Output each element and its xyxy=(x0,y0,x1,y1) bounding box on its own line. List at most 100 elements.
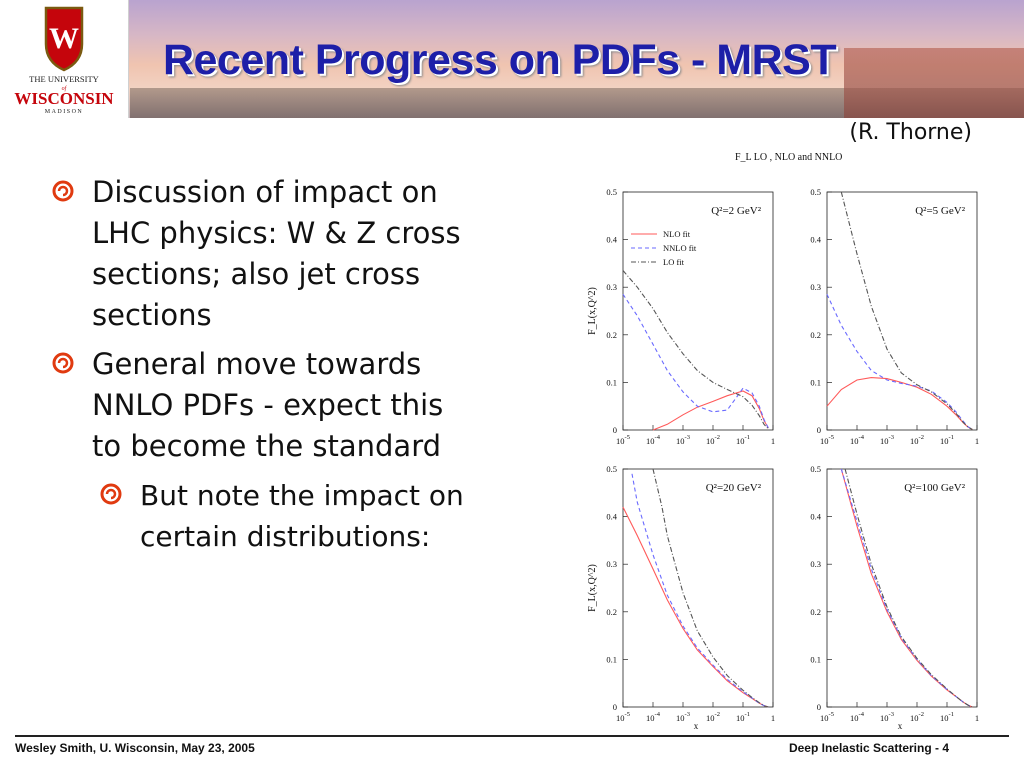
y-tick-label: 0.3 xyxy=(810,282,821,292)
sub-bullet-item: But note the impact on certain distribut… xyxy=(100,475,472,557)
legend-label: NLO fit xyxy=(663,229,691,239)
x-tick-label: 10-1 xyxy=(736,434,750,446)
swirl-bullet-icon xyxy=(100,483,122,505)
bullet-text: General move towards NNLO PDFs - expect … xyxy=(92,347,444,463)
logo-line4: MADISON xyxy=(45,109,84,115)
slide-title: Recent Progress on PDFs - MRST xyxy=(163,36,837,84)
author-credit: (R. Thorne) xyxy=(849,120,972,145)
series-line-nnlo-fit xyxy=(631,473,769,708)
y-axis-label: F_L(x,Q^2) xyxy=(587,564,598,612)
x-tick-label: 1 xyxy=(975,713,979,723)
x-tick-label: 10-5 xyxy=(616,434,630,446)
logo-line2: of xyxy=(62,85,68,92)
y-tick-label: 0.5 xyxy=(606,187,617,197)
series-line-nnlo-fit xyxy=(826,294,973,430)
x-tick-label: 10-3 xyxy=(880,711,894,723)
panel-frame xyxy=(622,468,774,708)
x-tick-label: 10-5 xyxy=(616,711,630,723)
series-line-nlo-fit xyxy=(840,468,973,708)
y-tick-label: 0.3 xyxy=(606,559,617,569)
footer-author: Wesley Smith, U. Wisconsin, May 23, 2005 xyxy=(15,741,255,755)
panel-label: Q²=2 GeV² xyxy=(711,205,761,217)
x-tick-label: 10-2 xyxy=(910,711,924,723)
logo-line3: WISCONSIN xyxy=(14,89,114,108)
bullet-list: Discussion of impact on LHC physics: W &… xyxy=(52,172,472,565)
series-line-nlo-fit xyxy=(826,377,973,430)
x-tick-label: 1 xyxy=(975,436,979,446)
x-tick-label: 10-3 xyxy=(676,434,690,446)
panel-frame xyxy=(826,468,978,708)
series-line-nlo-fit xyxy=(622,506,769,708)
fl-chart: F_L LO , NLO and NNLO 0 0.1 0.2 0.3 0.4 0.5 10-… xyxy=(565,145,995,735)
x-tick-label: 10-5 xyxy=(820,434,834,446)
university-logo: W THE UNIVERSITY of WISCONSIN MADISON xyxy=(0,0,129,118)
y-tick-label: 0.2 xyxy=(606,607,617,617)
x-axis-label: x xyxy=(694,721,699,731)
swirl-bullet-icon xyxy=(52,352,74,374)
x-tick-label: 10-4 xyxy=(850,711,865,723)
x-tick-label: 10-5 xyxy=(820,711,834,723)
series-line-lo-fit xyxy=(652,468,769,708)
y-tick-label: 0 xyxy=(817,425,821,435)
legend-label: NNLO fit xyxy=(663,243,697,253)
y-tick-label: 0.2 xyxy=(810,607,821,617)
swirl-bullet-icon xyxy=(52,180,74,202)
y-tick-label: 0.4 xyxy=(810,512,821,522)
y-tick-label: 0.4 xyxy=(606,512,617,522)
y-tick-label: 0.5 xyxy=(810,187,821,197)
series-line-nlo-fit xyxy=(652,390,769,431)
bullet-item: General move towards NNLO PDFs - expect … xyxy=(52,344,472,467)
y-tick-label: 0.4 xyxy=(606,235,617,245)
chart-title: F_L LO , NLO and NNLO xyxy=(735,152,842,163)
y-tick-label: 0.2 xyxy=(606,330,617,340)
x-tick-label: 10-2 xyxy=(706,711,720,723)
y-tick-label: 0.5 xyxy=(606,464,617,474)
x-tick-label: 10-3 xyxy=(880,434,894,446)
x-tick-label: 10-2 xyxy=(910,434,924,446)
y-tick-label: 0.4 xyxy=(810,235,821,245)
x-tick-label: 10-1 xyxy=(736,711,750,723)
slide-header: W THE UNIVERSITY of WISCONSIN MADISON Re… xyxy=(0,0,1024,118)
x-tick-label: 10-4 xyxy=(646,711,661,723)
panel-label: Q²=5 GeV² xyxy=(915,205,965,217)
x-axis-label: x xyxy=(898,721,903,731)
x-tick-label: 1 xyxy=(771,436,775,446)
x-tick-label: 10-1 xyxy=(940,711,954,723)
x-tick-label: 10-4 xyxy=(646,434,661,446)
bullet-item: Discussion of impact on LHC physics: W &… xyxy=(52,172,472,336)
y-axis-label: F_L(x,Q^2) xyxy=(587,287,598,335)
x-tick-label: 10-2 xyxy=(706,434,720,446)
y-tick-label: 0.1 xyxy=(606,377,617,387)
legend-label: LO fit xyxy=(663,257,685,267)
series-line-nnlo-fit xyxy=(622,293,769,429)
footer-slide-info: Deep Inelastic Scattering - 4 xyxy=(788,741,949,755)
x-tick-label: 1 xyxy=(771,713,775,723)
y-tick-label: 0 xyxy=(613,425,617,435)
bullet-text: Discussion of impact on LHC physics: W &… xyxy=(92,175,461,332)
series-line-nnlo-fit xyxy=(840,468,973,708)
y-tick-label: 0.5 xyxy=(810,464,821,474)
y-tick-label: 0 xyxy=(817,702,821,712)
panel-label: Q²=20 GeV² xyxy=(706,482,762,494)
x-tick-label: 10-3 xyxy=(676,711,690,723)
series-line-lo-fit xyxy=(844,468,973,708)
bullet-text: But note the impact on certain distribut… xyxy=(140,479,464,553)
y-tick-label: 0.3 xyxy=(810,559,821,569)
x-tick-label: 10-4 xyxy=(850,434,865,446)
series-line-lo-fit xyxy=(840,191,973,430)
y-tick-label: 0.1 xyxy=(810,654,821,664)
y-tick-label: 0.1 xyxy=(810,377,821,387)
x-tick-label: 10-1 xyxy=(940,434,954,446)
panel-frame xyxy=(826,191,978,431)
logo-line1: THE UNIVERSITY xyxy=(29,74,99,84)
panel-frame xyxy=(622,191,774,431)
footer-divider xyxy=(15,735,1009,737)
y-tick-label: 0.1 xyxy=(606,654,617,664)
y-tick-label: 0 xyxy=(613,702,617,712)
panel-label: Q²=100 GeV² xyxy=(904,482,965,494)
fl-chart-svg: F_L LO , NLO and NNLO 0 0.1 0.2 0.3 0.4 0.5 10-… xyxy=(587,152,979,731)
crest-letter: W xyxy=(49,22,79,55)
y-tick-label: 0.3 xyxy=(606,282,617,292)
series-line-lo-fit xyxy=(622,270,769,430)
crest-shield-icon xyxy=(44,6,84,72)
